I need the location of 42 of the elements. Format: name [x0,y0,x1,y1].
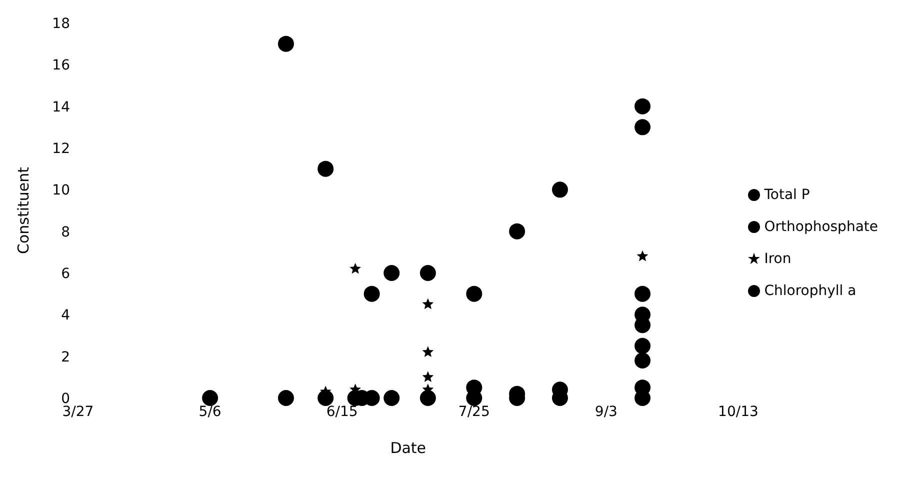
x-tick-label: 7/25 [458,404,490,420]
legend-label: Orthophosphate [764,219,878,235]
y-tick-label: 6 [61,266,70,282]
x-tick-label: 5/6 [198,404,222,420]
y-tick-label: 4 [61,308,70,324]
point [364,286,380,302]
legend-label: Iron [764,251,792,267]
x-tick-label: 10/13 [718,404,758,420]
y-tick-label: 10 [52,182,70,199]
y-tick-label: 8 [61,224,70,240]
legend-label: Total P [764,187,810,203]
x-tick-label: 9/3 [594,404,618,420]
point [278,390,294,406]
point [384,390,400,406]
y-axis-title: Constituent [14,166,32,254]
point [636,250,648,262]
x-axis-title: Date [390,439,426,457]
point [634,338,650,354]
point [509,223,526,240]
y-tick-label: 18 [52,16,70,32]
point [634,98,650,114]
point [466,286,482,302]
y-tick-label: 16 [52,58,70,74]
y-tick-label: 14 [52,99,70,116]
point [420,265,436,281]
point [350,262,361,274]
point [202,390,218,406]
point [422,371,434,382]
point [634,352,650,368]
point [278,36,294,52]
point [420,390,436,406]
point [422,346,434,358]
point [634,286,650,302]
y-tick-label: 12 [52,140,70,157]
point [384,265,400,281]
x-tick-label: 6/15 [326,404,358,420]
y-tick-label: 2 [61,349,70,366]
legend-label: Chlorophyll a [764,283,856,299]
point [422,298,434,310]
point [634,119,650,136]
point [552,182,568,198]
point [318,160,334,177]
